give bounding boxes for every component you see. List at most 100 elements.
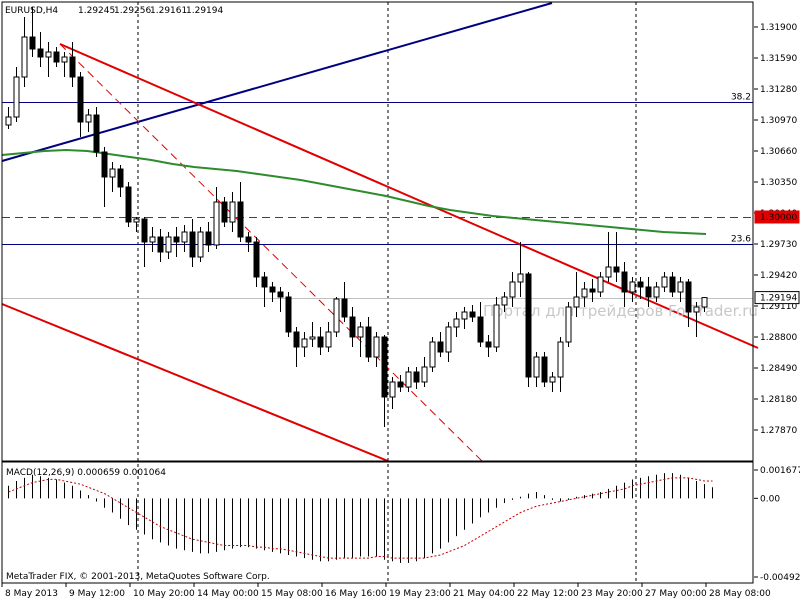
candle [437, 332, 444, 357]
bearish-candle-body [381, 336, 388, 398]
price-tick-label: 1.30350 [760, 178, 797, 188]
time-tick-label: 16 May 16:00 [325, 589, 387, 599]
price-tick-label: 1.29730 [760, 240, 797, 250]
red-channel-lower-line[interactable] [1, 303, 389, 462]
candle [165, 232, 172, 259]
bearish-candle-body [261, 276, 268, 288]
bullish-candle-body [165, 236, 172, 253]
macd-label: MACD(12,26,9) 0.000659 0.001064 [6, 468, 166, 478]
candle [693, 302, 700, 337]
bearish-candle-body [541, 356, 548, 383]
candle [285, 292, 292, 337]
low-value: 1.29161 [150, 6, 187, 16]
chart-header: EURUSD,H4 1.29245 1.29256 1.29161 1.2919… [5, 6, 223, 16]
candle [357, 322, 364, 357]
fibonacci-level-label: 38.2 [731, 93, 751, 103]
bullish-candle-body [373, 336, 380, 358]
bearish-candle-body [685, 281, 692, 313]
bearish-candle-body [253, 241, 260, 278]
candle [373, 332, 380, 367]
time-axis: 8 May 2013 9 May 12:00 10 May 20:00 14 May … [1, 583, 771, 599]
bullish-candle-body [421, 366, 428, 383]
bullish-candle-body [405, 371, 412, 388]
bearish-candle-body [669, 276, 676, 293]
candle [613, 232, 620, 282]
bearish-candle-body [117, 168, 124, 188]
chart-frames [1, 1, 754, 584]
bearish-candle-body [437, 341, 444, 353]
red-dashed-trendline[interactable] [59, 43, 483, 462]
red-channel-upper-line[interactable] [59, 43, 759, 349]
bearish-candle-body [37, 48, 44, 58]
bullish-candle-body [429, 341, 436, 368]
time-tick-label: 14 May 00:00 [197, 589, 259, 599]
price-tick-label: 1.31590 [760, 54, 797, 64]
symbol-label: EURUSD,H4 [5, 6, 58, 16]
candle [101, 147, 108, 207]
macd-window-frame [1, 461, 754, 584]
bearish-candle-body [53, 51, 60, 63]
close-value: 1.29194 [186, 6, 223, 16]
bearish-candle-body [125, 186, 132, 223]
candle [261, 272, 268, 307]
bearish-candle-body [189, 231, 196, 258]
price-tick-label: 1.28180 [760, 395, 797, 405]
bullish-candle-body [501, 296, 508, 306]
macd-panel [8, 473, 713, 563]
price-tick-label: 1.30660 [760, 147, 797, 157]
bearish-candle-body [413, 371, 420, 383]
candle [605, 232, 612, 282]
bullish-candle-body [45, 51, 52, 58]
time-tick-label: 15 May 08:00 [261, 589, 323, 599]
candle [29, 7, 36, 57]
vertical-gridlines [137, 2, 637, 583]
candle [637, 277, 644, 299]
candle [477, 302, 484, 347]
bullish-candle-body [581, 288, 588, 298]
candle [581, 282, 588, 307]
time-tick-label: 28 May 08:00 [709, 589, 771, 599]
candle [669, 272, 676, 297]
candle [621, 262, 628, 307]
bullish-candle-body [653, 286, 660, 298]
bearish-candle-body [469, 311, 476, 318]
candle [701, 297, 708, 312]
bullish-candle-body [445, 326, 452, 353]
price-tick-label: 1.28490 [760, 364, 797, 374]
watermark: Портал для трейдеров ForTrader.ru [483, 302, 758, 320]
bullish-candle-body [149, 236, 156, 243]
macd-signal-line [8, 477, 713, 559]
candle [509, 272, 516, 307]
bearish-candle-body [245, 236, 252, 243]
candle [557, 337, 564, 392]
candle [37, 32, 44, 67]
bearish-candle-body [637, 281, 644, 288]
time-tick-label: 21 May 04:00 [453, 589, 515, 599]
candle [421, 357, 428, 387]
bearish-candle-body [69, 56, 76, 78]
candle [301, 332, 308, 357]
bearish-candle-body [157, 236, 164, 253]
candle [485, 335, 492, 357]
bearish-candle-body [269, 286, 276, 293]
candle [21, 17, 28, 87]
candle [645, 277, 652, 307]
bearish-candle-body [93, 114, 100, 153]
copyright-label: MetaTrader FIX, © 2001-2013, MetaQuotes … [6, 572, 270, 582]
open-value: 1.29245 [78, 6, 115, 16]
candle [501, 292, 508, 312]
bullish-candle-body [133, 218, 140, 223]
candle [573, 272, 580, 317]
bearish-candle-body [317, 336, 324, 348]
bullish-candle-body [357, 326, 364, 338]
bullish-candle-body [109, 168, 116, 178]
bearish-candle-body [525, 273, 532, 378]
macd-tick-label: 0.00 [760, 494, 780, 504]
candle [533, 352, 540, 387]
candle [445, 322, 452, 362]
candle [197, 227, 204, 262]
bullish-candle-body [13, 76, 20, 118]
candle [317, 327, 324, 355]
